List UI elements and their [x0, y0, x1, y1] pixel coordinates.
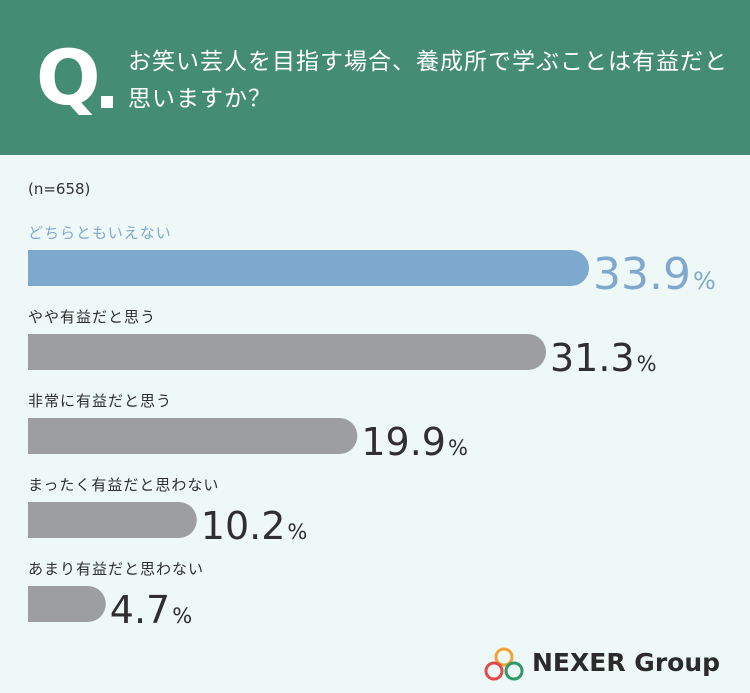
question-text: お笑い芸人を目指す場合、養成所で学ぶことは有益だと思いますか？: [128, 49, 728, 112]
bar: [28, 502, 197, 538]
value-label: 19.9: [361, 420, 446, 464]
category-label: あまり有益だと思わない: [28, 560, 204, 578]
category-label: やや有益だと思う: [28, 308, 156, 326]
value-unit: %: [448, 436, 468, 460]
bar: [28, 418, 358, 454]
sample-size: (n=658): [28, 180, 91, 198]
logo-text: NEXER Group: [532, 648, 721, 677]
question-header: Q お笑い芸人を目指す場合、養成所で学ぶことは有益だと思いますか？: [0, 0, 750, 155]
value-unit: %: [287, 520, 307, 544]
bar-left-edge: [28, 502, 48, 538]
bar: [28, 334, 547, 370]
value-unit: %: [172, 604, 192, 628]
category-label: 非常に有益だと思う: [28, 392, 172, 410]
value-label: 31.3: [550, 336, 635, 380]
question-mark: Q: [36, 33, 101, 122]
category-label: まったく有益だと思わない: [28, 476, 219, 494]
bar-left-edge: [28, 418, 48, 454]
bar-left-edge: [28, 334, 48, 370]
logo-rings-icon: [484, 647, 524, 681]
value-unit: %: [637, 352, 657, 376]
value-label: 33.9: [593, 249, 691, 300]
question-dot: [101, 96, 113, 108]
bar: [28, 250, 590, 286]
value-label: 4.7: [110, 588, 170, 632]
nexer-logo: NEXER Group: [482, 645, 732, 689]
value-label: 10.2: [201, 504, 286, 548]
value-unit: %: [693, 267, 716, 295]
bar-left-edge: [28, 250, 48, 286]
category-label: どちらともいえない: [28, 224, 172, 242]
bar-left-edge: [28, 586, 48, 622]
